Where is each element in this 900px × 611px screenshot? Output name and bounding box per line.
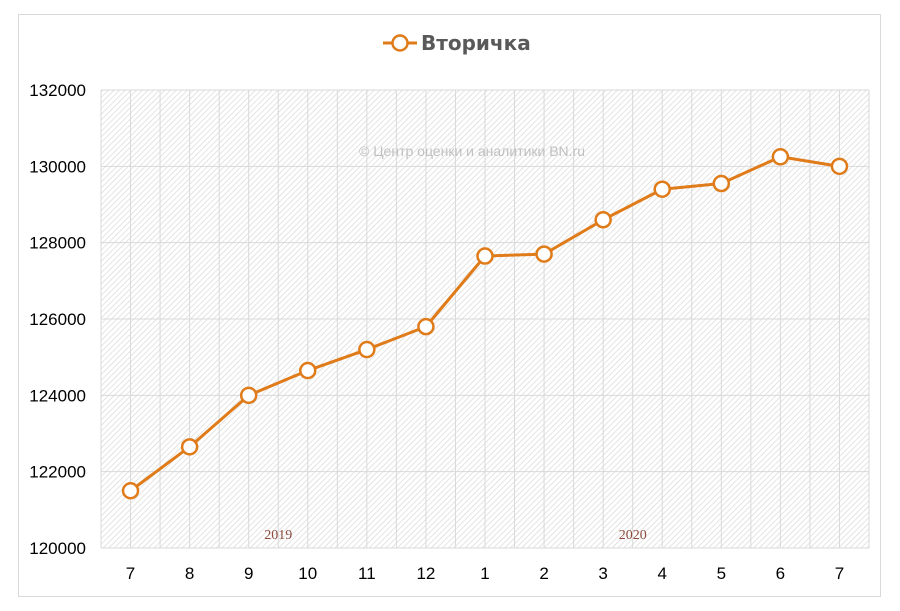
data-point-marker[interactable] <box>535 245 553 263</box>
x-tick-label: 1 <box>480 564 489 583</box>
x-tick-label: 4 <box>657 564 666 583</box>
data-point-marker[interactable] <box>771 148 790 166</box>
year-label: 2020 <box>619 528 647 543</box>
gridlines <box>100 89 870 549</box>
series-vtorichka <box>121 148 849 500</box>
data-point-marker[interactable] <box>594 211 612 229</box>
x-tick-label: 7 <box>835 564 844 583</box>
data-point-marker[interactable] <box>476 247 494 265</box>
data-point-marker[interactable] <box>299 361 317 380</box>
x-tick-label: 9 <box>244 564 253 583</box>
x-tick-label: 5 <box>717 564 726 583</box>
data-point-marker[interactable] <box>358 340 376 359</box>
data-point-marker[interactable] <box>239 386 258 405</box>
x-tick-label: 8 <box>185 564 194 583</box>
y-tick-label: 126000 <box>29 310 86 329</box>
y-tick-label: 124000 <box>29 386 86 405</box>
y-tick-label: 120000 <box>29 539 86 558</box>
x-tick-label: 10 <box>298 564 317 583</box>
x-tick-label: 12 <box>416 564 435 583</box>
y-tick-label: 132000 <box>29 81 86 100</box>
y-axis: 120000 122000 124000 126000 128000 130000 1320… <box>29 81 86 558</box>
data-point-marker[interactable] <box>417 317 435 336</box>
x-tick-label: 7 <box>126 564 135 583</box>
data-point-marker[interactable] <box>712 174 731 193</box>
x-tick-label: 3 <box>598 564 607 583</box>
year-labels: 2019 2020 <box>264 528 646 543</box>
x-tick-label: 6 <box>776 564 785 583</box>
y-tick-label: 122000 <box>29 463 86 482</box>
year-label: 2019 <box>264 528 292 543</box>
data-point-marker[interactable] <box>653 180 671 198</box>
x-axis: 7 8 9 10 11 12 1 2 3 4 5 6 7 <box>126 564 844 583</box>
watermark-text: © Центр оценки и аналитики BN.ru <box>359 143 585 159</box>
y-tick-label: 130000 <box>29 157 86 176</box>
data-point-marker[interactable] <box>180 438 199 456</box>
x-tick-label: 11 <box>358 564 376 583</box>
y-tick-label: 128000 <box>29 234 86 253</box>
data-point-marker[interactable] <box>830 157 849 176</box>
legend-label: Вторичка <box>421 31 531 55</box>
x-tick-label: 2 <box>539 564 548 583</box>
legend: Вторичка <box>383 28 531 58</box>
data-point-marker[interactable] <box>121 482 140 500</box>
legend-line-marker-icon <box>383 34 417 52</box>
